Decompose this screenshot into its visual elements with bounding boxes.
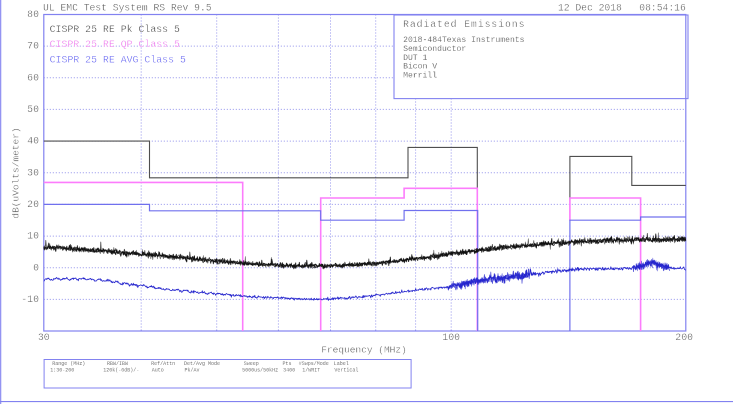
svg-text:120k(-6dB)/-: 120k(-6dB)/- bbox=[103, 368, 139, 374]
svg-text:UL EMC Test System RS Rev 9.5: UL EMC Test System RS Rev 9.5 bbox=[43, 2, 212, 13]
svg-text:Semiconductor: Semiconductor bbox=[403, 45, 466, 54]
svg-text:CISPR 25 RE QP Class 5: CISPR 25 RE QP Class 5 bbox=[50, 39, 180, 50]
svg-text:80: 80 bbox=[27, 9, 39, 20]
svg-text:CISPR 25 RE Pk Class 5: CISPR 25 RE Pk Class 5 bbox=[50, 24, 180, 35]
svg-text:#Swps/Mode: #Swps/Mode bbox=[299, 361, 329, 367]
svg-text:Bicon V: Bicon V bbox=[403, 63, 437, 72]
svg-text:Ref/Attn: Ref/Attn bbox=[151, 361, 175, 367]
svg-text:Label: Label bbox=[334, 361, 349, 367]
svg-text:Pts: Pts bbox=[283, 361, 292, 367]
svg-text:100: 100 bbox=[442, 332, 460, 343]
svg-text:CISPR 25 RE AVG Class 5: CISPR 25 RE AVG Class 5 bbox=[50, 54, 186, 65]
svg-text:Vertical: Vertical bbox=[334, 368, 358, 374]
svg-text:1/WRIT: 1/WRIT bbox=[302, 368, 320, 374]
svg-text:20: 20 bbox=[27, 199, 39, 210]
svg-text:5000us/50kHz: 5000us/50kHz bbox=[242, 368, 278, 374]
svg-text:60: 60 bbox=[27, 72, 39, 83]
svg-text:0: 0 bbox=[33, 262, 39, 273]
svg-text:Pk/Av: Pk/Av bbox=[185, 368, 200, 374]
svg-text:40: 40 bbox=[27, 136, 39, 147]
svg-text:3400: 3400 bbox=[283, 368, 295, 374]
svg-text:Range (MHz): Range (MHz) bbox=[52, 361, 85, 367]
svg-text:Det/Avg Mode: Det/Avg Mode bbox=[184, 361, 220, 367]
svg-text:30: 30 bbox=[27, 167, 39, 178]
svg-text:30: 30 bbox=[38, 332, 50, 343]
svg-text:200: 200 bbox=[675, 332, 693, 343]
svg-text:DUT 1: DUT 1 bbox=[403, 54, 427, 63]
svg-text:1:30-200: 1:30-200 bbox=[50, 368, 74, 374]
svg-text:70: 70 bbox=[27, 41, 39, 52]
svg-text:50: 50 bbox=[27, 104, 39, 115]
svg-text:Merrill: Merrill bbox=[403, 72, 437, 81]
svg-text:Sweep: Sweep bbox=[244, 361, 259, 367]
svg-text:Auto: Auto bbox=[152, 368, 164, 374]
svg-text:12 Dec 2018 08:54:16: 12 Dec 2018 08:54:16 bbox=[558, 2, 686, 13]
svg-text:Frequency (MHz): Frequency (MHz) bbox=[321, 345, 407, 356]
svg-text:10: 10 bbox=[27, 231, 39, 242]
svg-text:dB(uVolts/meter): dB(uVolts/meter) bbox=[11, 127, 22, 218]
svg-text:-10: -10 bbox=[21, 294, 39, 305]
svg-text:Radiated Emissions: Radiated Emissions bbox=[403, 19, 525, 30]
svg-text:RBW/IBW: RBW/IBW bbox=[107, 361, 128, 367]
svg-text:2018-484Texas Instruments: 2018-484Texas Instruments bbox=[403, 36, 525, 45]
